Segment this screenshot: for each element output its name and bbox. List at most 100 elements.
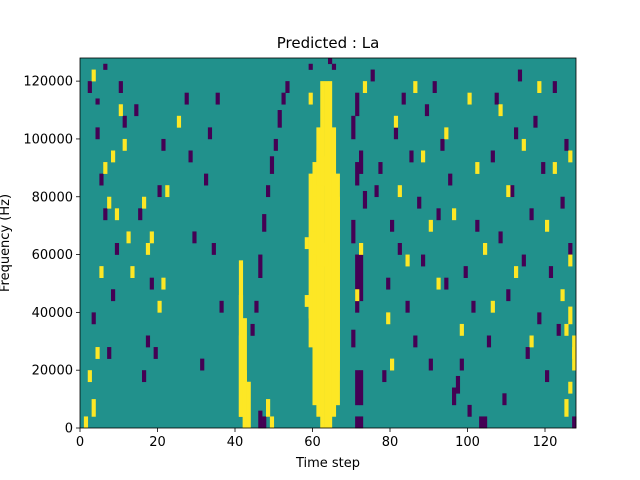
heatmap-cell [126,231,131,244]
heatmap-cell [238,260,244,417]
heatmap-cell [355,92,360,117]
heatmap-cell [91,69,96,82]
heatmap-cell [87,81,92,93]
heatmap-cell [382,370,387,383]
y-tick-label: 80000 [32,190,73,205]
heatmap-cell [359,243,364,255]
heatmap-cell [145,335,151,348]
heatmap-cell [122,115,127,128]
heatmap-cell [417,196,422,209]
heatmap-cell [463,266,468,278]
heatmap-cell [494,92,499,105]
heatmap-cell [362,81,368,93]
heatmap-cell [103,63,108,70]
heatmap-cell [316,150,321,186]
heatmap-cell [568,254,573,267]
heatmap-cell [455,375,461,394]
heatmap-cell [355,162,360,186]
heatmap-cell [548,266,554,278]
heatmap-cell [378,162,383,174]
x-tick-label: 0 [76,435,84,450]
heatmap-cell [149,277,154,290]
heatmap-cell [428,358,433,371]
heatmap-cell [452,387,457,406]
heatmap-cell [572,335,577,359]
heatmap-cell [355,370,360,406]
heatmap-cell [99,173,104,186]
heatmap-cell [529,335,534,348]
heatmap-cell [99,266,104,278]
heatmap-cell [517,69,523,82]
x-tick-label: 40 [227,435,244,450]
heatmap-cell [405,254,410,267]
heatmap-cell [502,393,507,406]
heatmap-cell [254,300,259,313]
heatmap-cell [444,277,449,290]
heatmap-cell [421,254,426,267]
y-axis: 0 20000 40000 60000 80000 100000 120000 [23,75,80,437]
heatmap-cell [467,92,472,105]
heatmap-cell [355,416,360,429]
heatmap-cell [564,138,569,151]
y-tick-label: 100000 [23,132,73,147]
heatmap-cell [130,266,135,278]
heatmap-cell [328,81,333,429]
heatmap-cell [529,208,534,221]
heatmap-cell [533,115,538,128]
heatmap-cell [111,150,116,163]
heatmap-cell [320,156,325,186]
y-tick-label: 60000 [32,248,73,263]
heatmap-cell [91,312,96,325]
heatmap-cell [335,196,340,371]
heatmap-cell [490,150,495,163]
heatmap-cell [161,277,166,290]
heatmap-cell [552,162,557,174]
heatmap-cell [514,266,519,278]
heatmap-cell [266,399,271,417]
heatmap-cell [545,370,550,383]
heatmap-cell [572,416,577,429]
heatmap-cell [409,150,414,163]
heatmap-cell [219,300,224,313]
plot-area [79,57,577,429]
y-tick-label: 20000 [32,364,73,379]
heatmap-cell [157,300,162,313]
heatmap-cell [95,98,100,105]
heatmap-cell [269,156,275,174]
heatmap-cell [207,127,213,140]
heatmap-cell [273,138,278,151]
plot-frame [79,57,577,429]
heatmap-cell [308,295,313,319]
heatmap-cell [83,416,89,429]
heatmap-cell [95,347,100,359]
heatmap-cell [506,289,511,302]
heatmap-cell [506,185,511,198]
heatmap-cell [393,127,399,140]
heatmap-cell [421,150,426,163]
heatmap-cell [483,243,488,255]
heatmap-cell [471,300,476,313]
heatmap-cell [200,358,205,371]
heatmap-cell [149,231,154,244]
heatmap-cell [188,150,193,163]
heatmap-cell [145,243,151,255]
heatmap-cell [521,254,526,267]
heatmap-cell [122,138,127,151]
heatmap-cell [95,127,100,140]
heatmap-cell [320,243,325,267]
heatmap-cell [91,399,96,417]
heatmap-cell [331,127,337,417]
heatmap-cell [564,399,569,417]
heatmap-cell [118,104,123,117]
heatmap-cell [281,92,286,105]
heatmap-cell [390,219,395,232]
heatmap-cell [545,219,550,232]
heatmap-cell [359,416,364,429]
heatmap-cell [266,185,271,198]
heatmap-cell [428,219,433,232]
heatmap-cell [386,277,391,290]
heatmap-cell [111,289,116,302]
heatmap-cell [308,63,313,70]
heatmap-cell [413,81,418,93]
